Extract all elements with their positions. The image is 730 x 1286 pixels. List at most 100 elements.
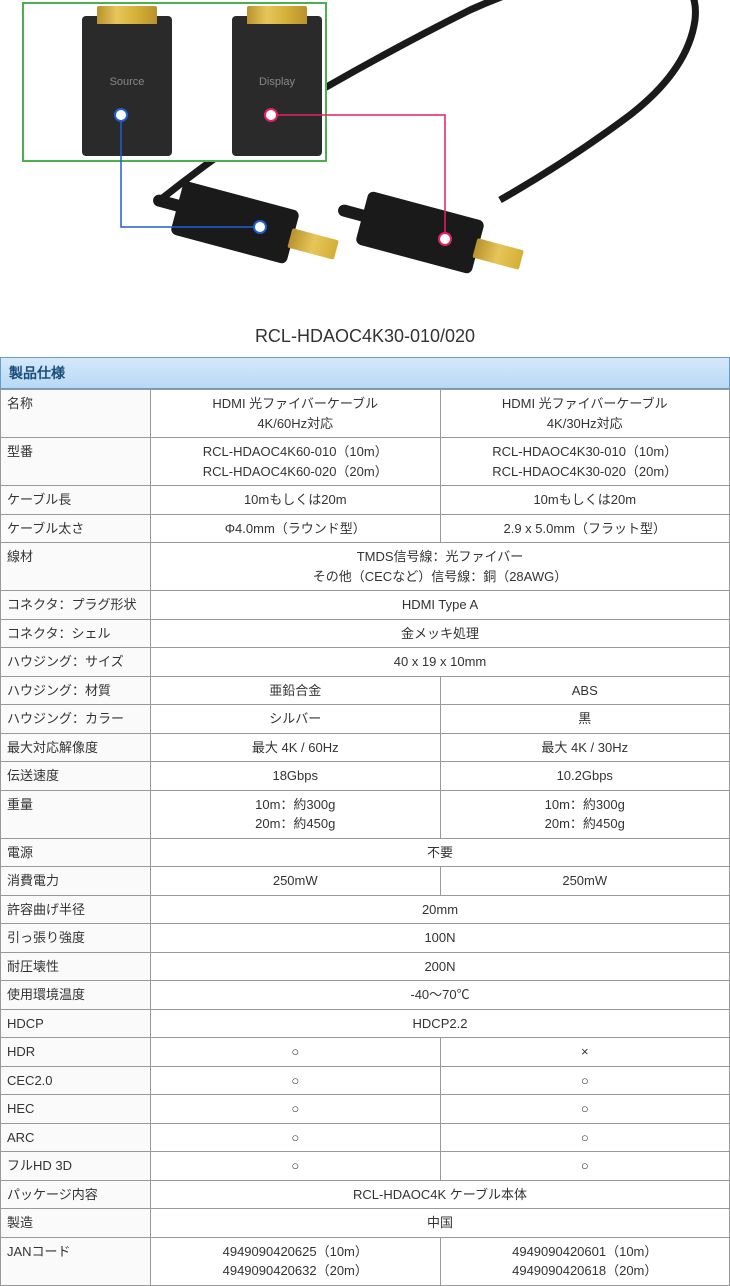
row-label: HEC xyxy=(1,1095,151,1124)
table-row: パッケージ内容RCL-HDAOC4K ケーブル本体 xyxy=(1,1180,730,1209)
row-label: CEC2.0 xyxy=(1,1066,151,1095)
row-value-col1: 250mW xyxy=(151,867,441,896)
row-value-col1: 10m：約300g 20m：約450g xyxy=(151,790,441,838)
table-row: ケーブル長10mもしくは20m10mもしくは20m xyxy=(1,486,730,515)
row-label: ハウジング：材質 xyxy=(1,676,151,705)
row-value-col2: 黒 xyxy=(440,705,730,734)
gold-tip-icon xyxy=(247,6,307,24)
table-row: 型番RCL-HDAOC4K60-010（10m） RCL-HDAOC4K60-0… xyxy=(1,438,730,486)
row-value: HDCP2.2 xyxy=(151,1009,730,1038)
marker-dot-pink xyxy=(264,108,278,122)
connector-label-display: Display xyxy=(232,76,322,88)
row-label: ハウジング：サイズ xyxy=(1,648,151,677)
row-value-col1: HDMI 光ファイバーケーブル 4K/60Hz対応 xyxy=(151,390,441,438)
row-label: ハウジング：カラー xyxy=(1,705,151,734)
row-value: HDMI Type A xyxy=(151,591,730,620)
row-value-col2: 最大 4K / 30Hz xyxy=(440,733,730,762)
detail-box: Source Display xyxy=(22,2,327,162)
row-label: ケーブル長 xyxy=(1,486,151,515)
row-label: ARC xyxy=(1,1123,151,1152)
row-value-col1: 4949090420625（10m） 4949090420632（20m） xyxy=(151,1237,441,1285)
row-value-col2: 4949090420601（10m） 4949090420618（20m） xyxy=(440,1237,730,1285)
row-value: 200N xyxy=(151,952,730,981)
row-label: 伝送速度 xyxy=(1,762,151,791)
table-row: 電源不要 xyxy=(1,838,730,867)
row-label: 耐圧壊性 xyxy=(1,952,151,981)
row-value-col2: RCL-HDAOC4K30-010（10m） RCL-HDAOC4K30-020… xyxy=(440,438,730,486)
row-value-col1: ○ xyxy=(151,1038,441,1067)
marker-dot-blue xyxy=(114,108,128,122)
row-value-col2: ○ xyxy=(440,1152,730,1181)
table-row: 耐圧壊性200N xyxy=(1,952,730,981)
row-label: HDCP xyxy=(1,1009,151,1038)
table-row: ハウジング：材質亜鉛合金ABS xyxy=(1,676,730,705)
row-value-col1: 10mもしくは20m xyxy=(151,486,441,515)
row-label: 許容曲げ半径 xyxy=(1,895,151,924)
row-value-col2: 250mW xyxy=(440,867,730,896)
row-value: 不要 xyxy=(151,838,730,867)
row-label: 電源 xyxy=(1,838,151,867)
spec-table: 名称HDMI 光ファイバーケーブル 4K/60Hz対応HDMI 光ファイバーケー… xyxy=(0,389,730,1286)
row-value-col1: ○ xyxy=(151,1066,441,1095)
marker-dot-pink-2 xyxy=(438,232,452,246)
gold-tip-icon xyxy=(97,6,157,24)
marker-dot-blue-2 xyxy=(253,220,267,234)
row-label: 名称 xyxy=(1,390,151,438)
table-row: コネクタ：プラグ形状HDMI Type A xyxy=(1,591,730,620)
table-row: ハウジング：カラーシルバー黒 xyxy=(1,705,730,734)
table-row: 伝送速度18Gbps10.2Gbps xyxy=(1,762,730,791)
row-label: 重量 xyxy=(1,790,151,838)
table-row: 最大対応解像度最大 4K / 60Hz最大 4K / 30Hz xyxy=(1,733,730,762)
row-value-col1: ○ xyxy=(151,1095,441,1124)
row-label: 消費電力 xyxy=(1,867,151,896)
row-label: 最大対応解像度 xyxy=(1,733,151,762)
product-title: RCL-HDAOC4K30-010/020 xyxy=(0,320,730,357)
row-value-col2: × xyxy=(440,1038,730,1067)
row-value: RCL-HDAOC4K ケーブル本体 xyxy=(151,1180,730,1209)
table-row: フルHD 3D○○ xyxy=(1,1152,730,1181)
table-row: 消費電力250mW250mW xyxy=(1,867,730,896)
table-row: ケーブル太さΦ4.0mm（ラウンド型）2.9 x 5.0mm（フラット型） xyxy=(1,514,730,543)
row-label: JANコード xyxy=(1,1237,151,1285)
row-value-col1: ○ xyxy=(151,1123,441,1152)
row-value-col1: Φ4.0mm（ラウンド型） xyxy=(151,514,441,543)
table-row: 使用環境温度-40～70℃ xyxy=(1,981,730,1010)
row-value: 40 x 19 x 10mm xyxy=(151,648,730,677)
row-label: パッケージ内容 xyxy=(1,1180,151,1209)
table-row: 引っ張り強度100N xyxy=(1,924,730,953)
row-label: 使用環境温度 xyxy=(1,981,151,1010)
row-label: 型番 xyxy=(1,438,151,486)
row-value-col2: HDMI 光ファイバーケーブル 4K/30Hz対応 xyxy=(440,390,730,438)
row-value-col2: ABS xyxy=(440,676,730,705)
row-label: コネクタ：シェル xyxy=(1,619,151,648)
connector-source: Source xyxy=(82,16,172,156)
row-value-col1: ○ xyxy=(151,1152,441,1181)
row-value: 100N xyxy=(151,924,730,953)
row-value: 20mm xyxy=(151,895,730,924)
table-row: ARC○○ xyxy=(1,1123,730,1152)
row-label: HDR xyxy=(1,1038,151,1067)
spec-header: 製品仕様 xyxy=(0,357,730,389)
row-label: 引っ張り強度 xyxy=(1,924,151,953)
row-value-col1: 亜鉛合金 xyxy=(151,676,441,705)
row-value-col1: 18Gbps xyxy=(151,762,441,791)
table-row: HDR○× xyxy=(1,1038,730,1067)
table-row: HDCPHDCP2.2 xyxy=(1,1009,730,1038)
row-value-col1: 最大 4K / 60Hz xyxy=(151,733,441,762)
table-row: 線材TMDS信号線：光ファイバー その他（CECなど）信号線：銅（28AWG） xyxy=(1,543,730,591)
row-value-col1: シルバー xyxy=(151,705,441,734)
row-value-col2: ○ xyxy=(440,1123,730,1152)
row-value: 金メッキ処理 xyxy=(151,619,730,648)
row-value-col2: 10mもしくは20m xyxy=(440,486,730,515)
connector-label-source: Source xyxy=(82,76,172,88)
table-row: 重量10m：約300g 20m：約450g10m：約300g 20m：約450g xyxy=(1,790,730,838)
table-row: JANコード4949090420625（10m） 4949090420632（2… xyxy=(1,1237,730,1285)
table-row: 許容曲げ半径20mm xyxy=(1,895,730,924)
row-label: コネクタ：プラグ形状 xyxy=(1,591,151,620)
row-value-col2: ○ xyxy=(440,1095,730,1124)
table-row: ハウジング：サイズ40 x 19 x 10mm xyxy=(1,648,730,677)
table-row: 製造中国 xyxy=(1,1209,730,1238)
row-value: -40～70℃ xyxy=(151,981,730,1010)
row-value-col2: 2.9 x 5.0mm（フラット型） xyxy=(440,514,730,543)
row-value-col2: 10.2Gbps xyxy=(440,762,730,791)
